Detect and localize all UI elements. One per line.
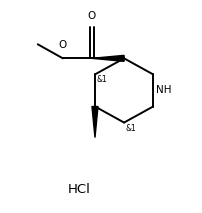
Text: &1: &1 bbox=[125, 124, 136, 132]
Text: O: O bbox=[88, 11, 96, 21]
Text: NH: NH bbox=[156, 85, 172, 95]
Text: O: O bbox=[59, 40, 67, 50]
Text: &1: &1 bbox=[96, 75, 107, 84]
Text: HCl: HCl bbox=[67, 183, 90, 196]
Polygon shape bbox=[92, 55, 124, 61]
Polygon shape bbox=[92, 106, 98, 138]
